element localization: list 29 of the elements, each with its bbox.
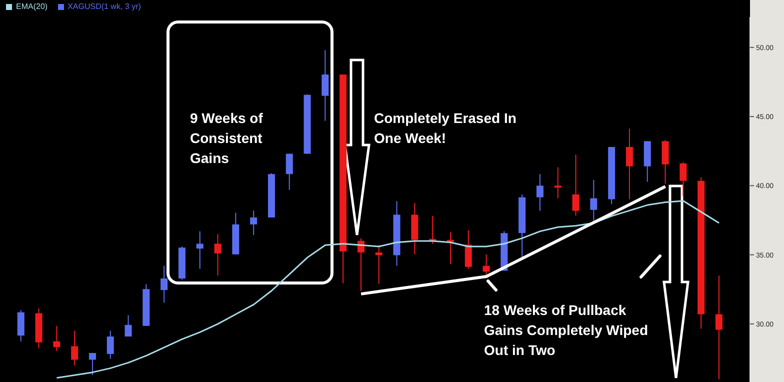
line-series xyxy=(56,200,720,379)
candlestick xyxy=(464,230,472,270)
candlestick xyxy=(53,325,60,352)
annotation: 18 Weeks of Pullback Gains Completely Wiped Out in Two xyxy=(484,301,650,360)
annotation: Completely Erased In One Week! xyxy=(374,109,518,148)
candlestick xyxy=(286,153,293,190)
candlestick xyxy=(322,50,329,122)
candlestick xyxy=(88,352,96,376)
candlestick xyxy=(715,275,722,380)
candlestick xyxy=(196,230,204,270)
candlestick xyxy=(680,162,687,197)
candlestick xyxy=(250,210,258,236)
candlestick xyxy=(160,265,168,304)
candlestick xyxy=(375,244,382,284)
annotation: 9 Weeks of Consistent Gains xyxy=(190,109,264,168)
candlestick xyxy=(124,314,132,338)
candlestick xyxy=(662,140,669,184)
candlestick xyxy=(17,310,24,342)
candlestick xyxy=(71,330,78,366)
candlestick xyxy=(536,174,544,212)
candlestick xyxy=(572,154,580,216)
legend-label: EMA(20) xyxy=(16,2,48,11)
candlestick xyxy=(482,254,490,278)
candlestick xyxy=(590,179,598,222)
candlestick xyxy=(214,234,222,276)
candlestick xyxy=(626,128,633,200)
candlestick xyxy=(554,166,562,199)
legend-label: XAGUSD(1 wk, 3 yr) xyxy=(68,2,141,11)
candlestick xyxy=(106,330,114,360)
